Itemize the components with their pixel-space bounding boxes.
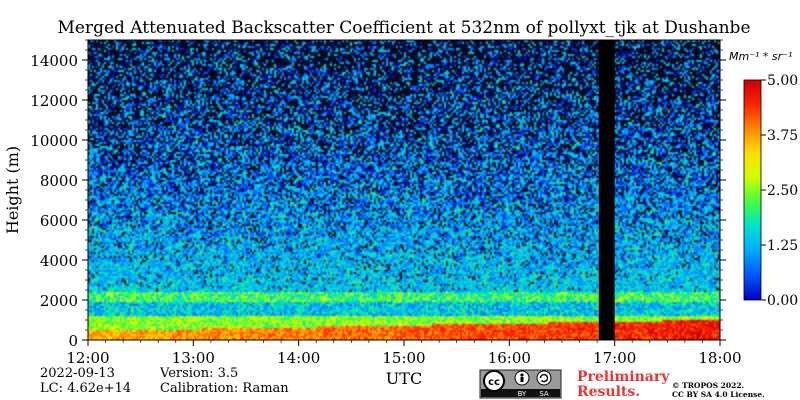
copyright-line2: CC BY SA 4.0 License. [672, 390, 765, 399]
sa-icon-arrow [539, 373, 549, 383]
y-tick-label: 8000 [40, 172, 78, 190]
y-tick-label: 6000 [40, 212, 78, 230]
x-tick-label: 18:00 [698, 349, 741, 367]
colorbar-gradient [743, 79, 762, 301]
no-data-gap [598, 40, 615, 340]
cc-license-badge[interactable]: cc BY SA [479, 369, 562, 399]
y-tick-label: 0 [68, 332, 78, 350]
by-icon-body [520, 377, 524, 382]
x-tick-label: 12:00 [66, 349, 109, 367]
colorbar-tick-label: 1.25 [767, 238, 798, 254]
plot-area [87, 39, 721, 341]
footer-calibration: Calibration: Raman [160, 381, 289, 396]
x-tick-label: 16:00 [488, 349, 531, 367]
colorbar-tick-label: 0.00 [767, 293, 798, 309]
backscatter-heatmap [88, 40, 720, 340]
x-tick-label: 15:00 [382, 349, 425, 367]
copyright-line1: © TROPOS 2022. [672, 381, 744, 390]
chart-title: Merged Attenuated Backscatter Coefficien… [57, 18, 750, 38]
x-tick-label: 17:00 [593, 349, 636, 367]
x-axis: 12:00 13:00 14:00 15:00 16:00 17:00 18:00 [66, 340, 742, 367]
y-tick-label: 14000 [30, 52, 78, 70]
preliminary-line2: Results. [577, 384, 640, 400]
y-tick-label: 4000 [40, 252, 78, 270]
cc-icon [483, 370, 505, 392]
footer-version: Version: 3.5 [159, 366, 238, 381]
y-axis: 0 2000 4000 6000 8000 10000 12000 14000 [30, 39, 726, 350]
preliminary-line1: Preliminary [577, 369, 670, 385]
footer-lc: LC: 4.62e+14 [40, 381, 131, 396]
colorbar: Mm⁻¹ * sr⁻¹ 0.00 1.25 2.50 3.75 5.00 [729, 50, 798, 309]
x-axis-label: UTC [386, 369, 422, 388]
colorbar-tick-label: 2.50 [767, 183, 798, 199]
colorbar-tick-label: 5.00 [767, 73, 798, 89]
footer-date: 2022-09-13 [40, 366, 115, 381]
x-tick-label: 13:00 [172, 349, 215, 367]
y-tick-label: 10000 [30, 132, 78, 150]
footer: 2022-09-13 LC: 4.62e+14 Version: 3.5 Cal… [40, 366, 765, 400]
by-label: BY [518, 390, 527, 398]
cc-icon-text: cc [488, 377, 500, 388]
sa-label: SA [539, 390, 549, 398]
colorbar-ticks: 0.00 1.25 2.50 3.75 5.00 [761, 73, 798, 309]
x-tick-label: 14:00 [277, 349, 320, 367]
y-tick-label: 2000 [40, 292, 78, 310]
colorbar-tick-label: 3.75 [767, 128, 798, 144]
by-icon-head [520, 373, 524, 377]
y-axis-label: Height (m) [3, 146, 22, 234]
y-tick-label: 12000 [30, 92, 78, 110]
colorbar-unit: Mm⁻¹ * sr⁻¹ [729, 50, 792, 63]
sa-icon [536, 370, 552, 386]
